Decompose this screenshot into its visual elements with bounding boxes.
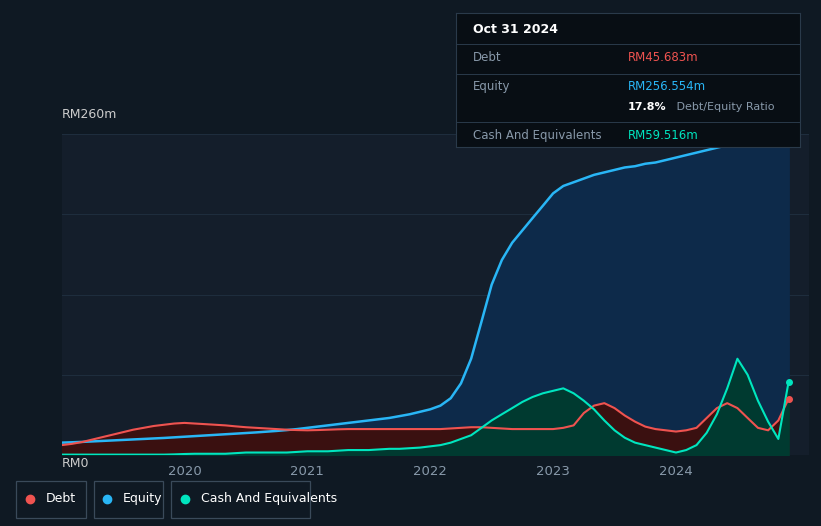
Text: Debt: Debt <box>46 492 76 505</box>
Text: RM0: RM0 <box>62 457 89 470</box>
Text: RM260m: RM260m <box>62 108 117 122</box>
Text: RM59.516m: RM59.516m <box>628 129 699 141</box>
Text: Oct 31 2024: Oct 31 2024 <box>473 23 558 36</box>
Text: Cash And Equivalents: Cash And Equivalents <box>200 492 337 505</box>
Text: RM45.683m: RM45.683m <box>628 51 699 64</box>
Text: Equity: Equity <box>473 80 511 94</box>
Text: Cash And Equivalents: Cash And Equivalents <box>473 129 602 141</box>
Text: 17.8%: 17.8% <box>628 102 667 112</box>
Text: RM256.554m: RM256.554m <box>628 80 706 94</box>
Text: Debt/Equity Ratio: Debt/Equity Ratio <box>673 102 774 112</box>
Text: Equity: Equity <box>123 492 163 505</box>
Text: Debt: Debt <box>473 51 502 64</box>
